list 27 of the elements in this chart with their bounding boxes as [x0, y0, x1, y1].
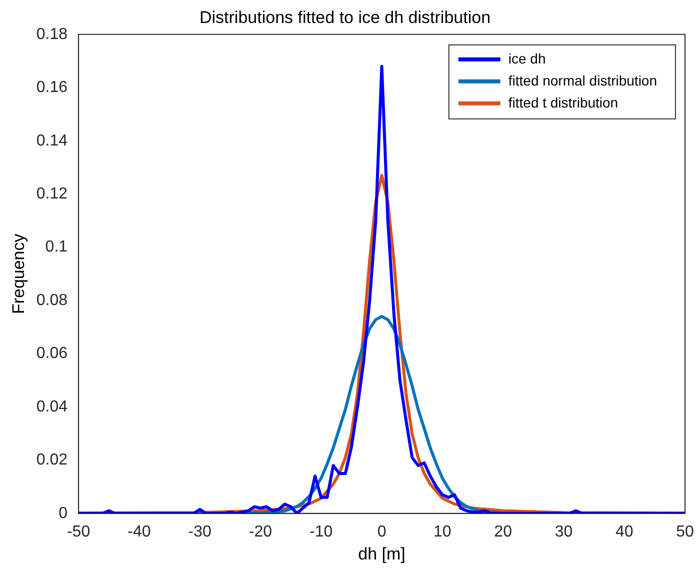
y-axis-title: Frequency [8, 233, 28, 314]
legend-label: ice dh [508, 50, 546, 66]
x-tick-label: 40 [615, 523, 634, 540]
x-tick-label: -50 [66, 523, 90, 540]
y-tick-label: 0.06 [36, 345, 68, 362]
x-tick-label: -30 [188, 523, 212, 540]
x-tick-label: 0 [377, 523, 386, 540]
x-axis-title: dh [m] [358, 544, 406, 564]
chart-title: Distributions fitted to ice dh distribution [199, 8, 491, 27]
x-tick-label: -20 [248, 523, 272, 540]
x-tick-label: 20 [494, 523, 512, 540]
y-tick-label: 0.1 [45, 238, 68, 256]
x-tick-label: 50 [676, 523, 694, 540]
legend-label: fitted t distribution [508, 94, 618, 110]
y-tick-label: 0.02 [36, 452, 68, 469]
y-tick-label: 0.08 [36, 292, 68, 309]
x-tick-label: -10 [310, 523, 333, 540]
y-tick-label: 0.14 [36, 132, 68, 150]
y-tick-label: 0 [58, 504, 68, 522]
y-tick-label: 0.16 [36, 79, 68, 96]
y-tick-label: 0.12 [36, 185, 68, 202]
x-tick-label: 30 [554, 523, 573, 540]
y-tick-label: 0.04 [36, 398, 68, 416]
legend-label: fitted normal distribution [508, 72, 658, 88]
x-tick-label: 10 [434, 523, 452, 540]
x-tick-label: -40 [128, 523, 151, 540]
y-tick-label: 0.18 [36, 26, 68, 43]
